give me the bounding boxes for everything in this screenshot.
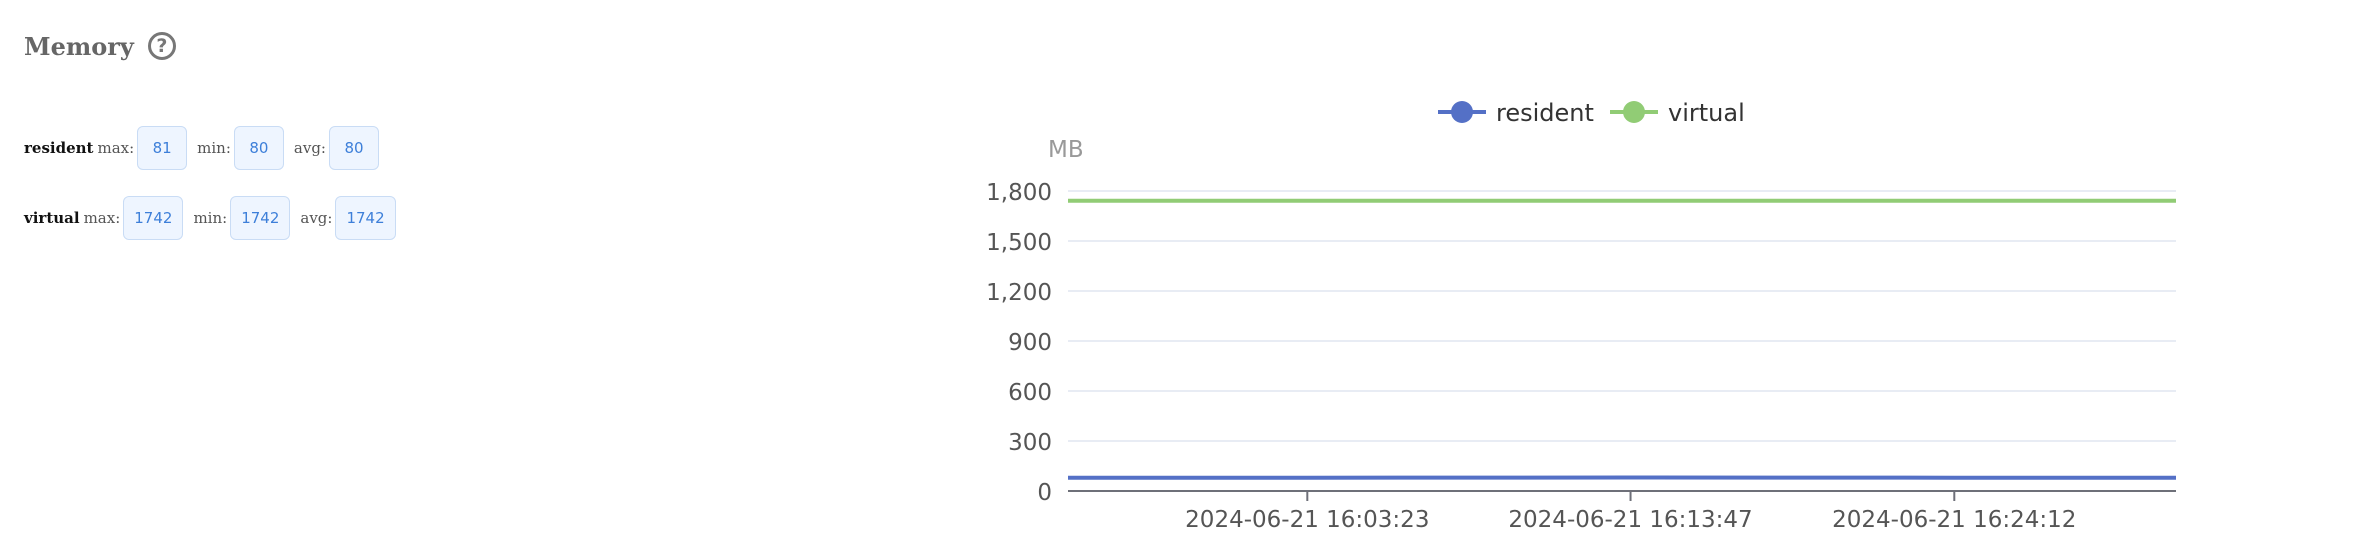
y-tick-label: 1,200 — [986, 280, 1052, 306]
x-tick-label: 2024-06-21 16:13:47 — [1508, 507, 1752, 533]
x-tick-label: 2024-06-21 16:24:12 — [1832, 507, 2076, 533]
panel-header: Memory ? — [24, 28, 176, 64]
x-tick-label: 2024-06-21 16:03:23 — [1185, 507, 1429, 533]
y-axis-label: MB — [1048, 137, 1084, 163]
stat-row-virtual: virtual max: 1742 min: 1742 avg: 1742 — [24, 195, 396, 241]
stat-avg-value: 80 — [328, 126, 379, 170]
question-circle-icon[interactable]: ? — [147, 32, 176, 60]
stat-max-value: 1742 — [123, 196, 184, 240]
stat-min-value: 1742 — [230, 196, 291, 240]
stat-min-value: 80 — [233, 126, 284, 170]
stat-avg-value: 1742 — [335, 196, 396, 240]
legend-label-virtual: virtual — [1668, 99, 1745, 127]
legend-marker-resident — [1451, 101, 1473, 123]
stat-max-label: max: — [97, 139, 135, 157]
panel-title: Memory — [24, 31, 134, 61]
legend-label-resident: resident — [1496, 99, 1594, 127]
y-tick-label: 300 — [1008, 430, 1052, 456]
stat-min-label: min: — [197, 139, 231, 157]
stat-avg-label: avg: — [293, 139, 326, 157]
y-tick-label: 1,500 — [986, 230, 1052, 256]
legend-marker-virtual — [1623, 101, 1645, 123]
stat-max-value: 81 — [137, 126, 188, 170]
stat-max-label: max: — [83, 209, 121, 227]
stat-series-label: virtual — [24, 209, 80, 227]
stat-avg-label: avg: — [300, 209, 333, 227]
y-tick-label: 0 — [1037, 480, 1052, 506]
stat-series-label: resident — [24, 139, 94, 157]
y-tick-label: 1,800 — [986, 180, 1052, 206]
stat-min-label: min: — [193, 209, 228, 227]
y-tick-label: 900 — [1008, 330, 1052, 356]
stat-row-resident: resident max: 81 min: 80 avg: 80 — [24, 125, 379, 171]
y-tick-label: 600 — [1008, 380, 1052, 406]
